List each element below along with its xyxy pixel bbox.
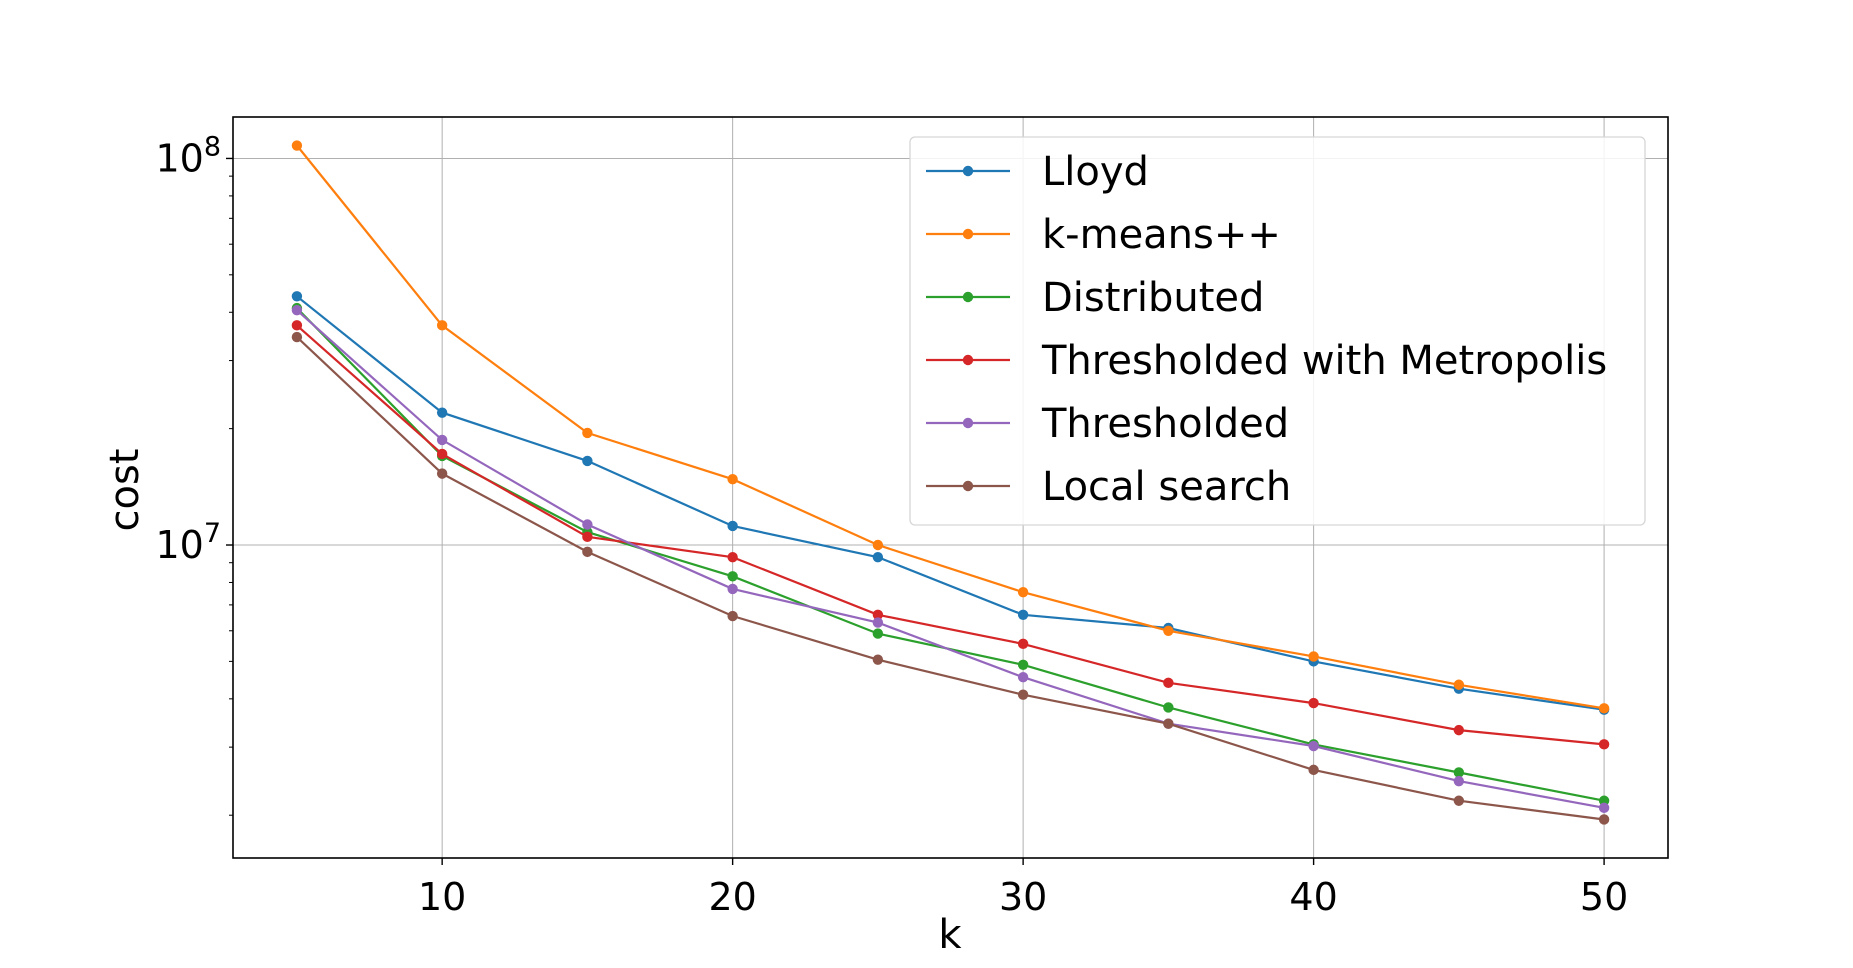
- data-point: [582, 455, 593, 467]
- legend-label: Thresholded with Metropolis: [1041, 338, 1607, 384]
- data-point: [582, 531, 593, 543]
- series-lines: [291, 140, 1610, 825]
- data-point: [872, 628, 884, 639]
- data-point: [1017, 689, 1029, 700]
- data-point: [582, 546, 593, 558]
- data-point: [436, 407, 448, 418]
- data-point: [291, 331, 303, 343]
- x-axis-label: k: [938, 912, 962, 958]
- x-tick-label: 40: [1289, 875, 1337, 919]
- data-point: [727, 571, 738, 582]
- data-point: [1453, 775, 1465, 787]
- data-point: [436, 468, 448, 479]
- legend-item: Lloyd: [926, 149, 1149, 195]
- legend-item: k-means++: [926, 212, 1281, 258]
- data-point: [727, 473, 738, 485]
- data-point: [1308, 651, 1319, 662]
- data-point: [727, 610, 738, 622]
- data-point: [727, 551, 738, 563]
- legend-label: Local search: [1042, 464, 1291, 510]
- x-tick-label: 20: [708, 875, 756, 919]
- x-tick-label: 50: [1580, 875, 1628, 919]
- legend-label: Thresholded: [1041, 401, 1289, 447]
- data-point: [436, 434, 448, 446]
- legend-label: k-means++: [1042, 212, 1281, 258]
- data-point: [872, 617, 884, 628]
- y-tick-base: 10: [155, 523, 203, 567]
- data-point: [727, 520, 738, 532]
- data-point: [872, 609, 884, 620]
- y-tick-exponent: 8: [204, 131, 221, 162]
- data-point: [1453, 724, 1465, 736]
- x-tick-label: 30: [999, 875, 1047, 919]
- legend-swatch-marker: [962, 291, 974, 303]
- legend: Lloyd k-means++ Distributed Thresholded wit…: [909, 136, 1646, 526]
- data-point: [1598, 739, 1610, 750]
- data-point: [1308, 740, 1319, 752]
- data-point: [436, 448, 448, 460]
- data-point: [1163, 702, 1174, 713]
- data-point: [1163, 625, 1174, 636]
- data-point: [1453, 767, 1465, 778]
- series-line: [296, 324, 1605, 746]
- data-point: [291, 320, 303, 331]
- data-point: [1017, 586, 1029, 598]
- data-point: [436, 320, 448, 331]
- series-local-search: [291, 331, 1610, 825]
- y-axis-label: cost: [102, 449, 148, 532]
- legend-box: [909, 136, 1646, 526]
- data-point: [872, 654, 884, 665]
- legend-item: Distributed: [926, 275, 1264, 321]
- data-point: [291, 304, 303, 316]
- data-point: [1453, 795, 1465, 806]
- series-line: [296, 309, 1605, 809]
- legend-swatch-marker: [962, 228, 974, 240]
- data-point: [872, 539, 884, 551]
- data-point: [582, 427, 593, 439]
- series-thresholded-with-metropolis: [291, 320, 1610, 750]
- series-line: [296, 295, 1605, 711]
- plot-frame: [232, 116, 1669, 859]
- data-point: [1598, 703, 1610, 714]
- data-point: [291, 140, 303, 151]
- data-point: [1017, 638, 1029, 650]
- series-line: [296, 336, 1605, 821]
- data-point: [582, 519, 593, 530]
- data-point: [1017, 672, 1029, 683]
- data-point: [1017, 609, 1029, 620]
- legend-label: Lloyd: [1042, 149, 1149, 195]
- y-tick-base: 10: [155, 136, 203, 180]
- data-point: [1163, 677, 1174, 689]
- data-point: [1308, 764, 1319, 776]
- series-line: [296, 144, 1605, 710]
- data-point: [1598, 802, 1610, 814]
- legend-label: Distributed: [1042, 275, 1264, 321]
- x-tick-label: 10: [418, 875, 466, 919]
- series-k-means-: [291, 140, 1610, 714]
- data-point: [1598, 814, 1610, 825]
- data-point: [1163, 718, 1174, 729]
- data-point: [1308, 697, 1319, 709]
- legend-item: Local search: [926, 464, 1291, 510]
- legend-swatch-marker: [962, 354, 974, 366]
- data-point: [291, 291, 303, 302]
- data-point: [1017, 659, 1029, 670]
- y-tick-exponent: 7: [204, 518, 221, 549]
- data-point: [727, 583, 738, 595]
- legend-item: Thresholded: [926, 401, 1289, 447]
- y-tick-label: 108: [155, 131, 221, 180]
- y-tick-label: 107: [155, 518, 221, 567]
- data-point: [1453, 679, 1465, 690]
- legend-swatch-marker: [962, 165, 974, 177]
- legend-item: Thresholded with Metropolis: [926, 338, 1607, 384]
- data-point: [872, 551, 884, 563]
- legend-swatch-marker: [962, 417, 974, 429]
- legend-swatch-marker: [962, 480, 974, 492]
